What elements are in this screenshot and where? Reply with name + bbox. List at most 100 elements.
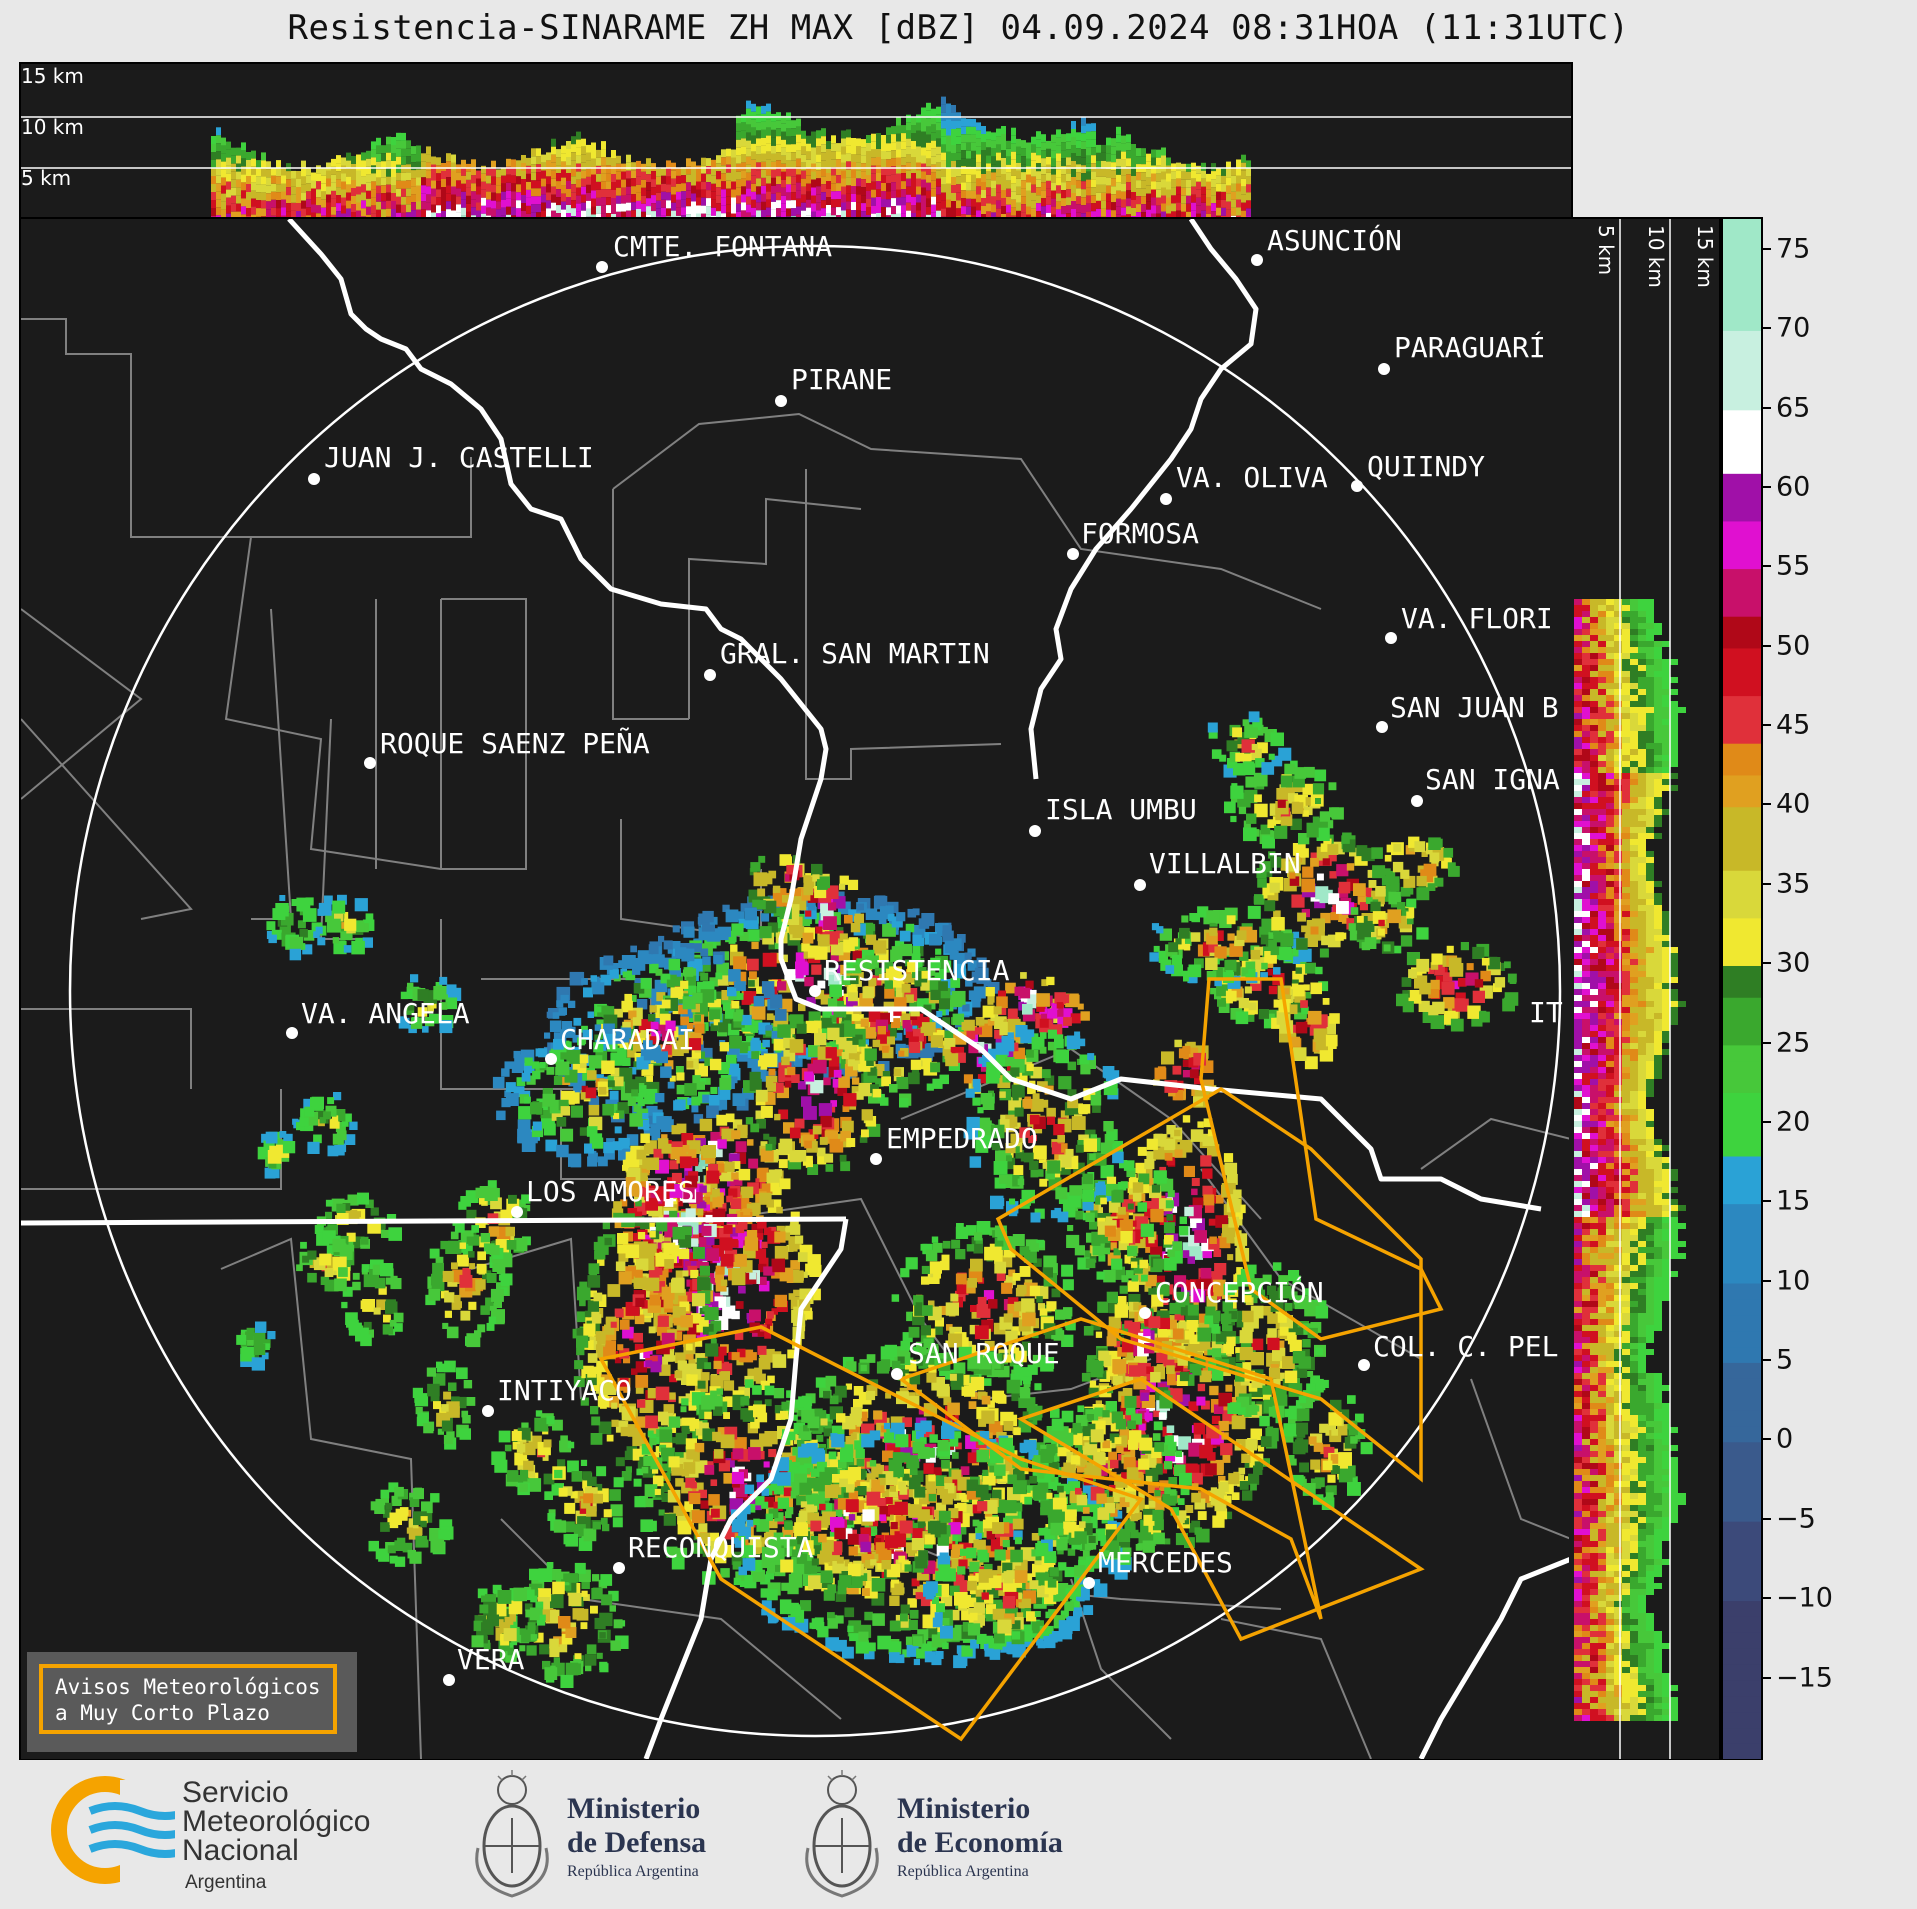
radar-echo-cell: [828, 974, 840, 987]
cross-section-cell: [266, 169, 271, 178]
cross-section-cell: [911, 213, 916, 218]
cross-section-cell: [1161, 195, 1166, 204]
radar-echo-cell: [1233, 1189, 1242, 1198]
radar-echo-cell: [769, 1143, 776, 1150]
radar-echo-cell: [1289, 876, 1300, 886]
radar-echo-cell: [850, 975, 859, 985]
cross-section-cell: [806, 183, 811, 192]
cross-section-cell: [586, 144, 591, 153]
radar-echo-cell: [551, 1109, 563, 1121]
radar-echo-cell: [702, 981, 715, 993]
cross-section-cell: [861, 211, 866, 218]
cross-section-cell: [226, 181, 231, 190]
cross-section-cell: [786, 144, 791, 153]
cross-section-cell: [906, 162, 911, 171]
cross-section-cell: [351, 204, 356, 212]
cross-section-cell: [1026, 206, 1031, 215]
cross-section-cell: [1071, 177, 1076, 185]
radar-echo-cell: [1014, 1301, 1024, 1312]
cross-section-cell: [746, 148, 751, 157]
cross-section-cell: [666, 176, 671, 185]
cross-section-cell: [401, 164, 406, 173]
top-cross-section-svg: 15 km 10 km 5 km: [21, 64, 1571, 218]
cross-section-cell: [1211, 195, 1216, 204]
radar-echo-cell: [1241, 739, 1255, 753]
radar-echo-cell: [1007, 1032, 1014, 1039]
radar-echo-cell: [1295, 967, 1302, 974]
cross-section-cell: [456, 180, 461, 189]
radar-echo-cell: [934, 972, 945, 983]
cross-section-cell: [886, 175, 891, 184]
cross-section-cell: [946, 215, 951, 218]
cross-section-cell: [666, 208, 671, 217]
cross-section-cell: [721, 157, 726, 166]
cross-section-cell: [451, 154, 456, 163]
radar-echo-cell: [1378, 919, 1385, 927]
top-cross-section-panel: 15 km 10 km 5 km: [19, 62, 1573, 220]
cross-section-cell: [766, 159, 771, 168]
radar-echo-cell: [984, 1340, 995, 1351]
radar-echo-cell: [1100, 1164, 1114, 1179]
radar-echo-cell: [632, 1042, 643, 1052]
cross-section-cell: [591, 198, 596, 207]
radar-echo-cell: [881, 1076, 891, 1087]
cross-section-cell: [261, 184, 266, 193]
radar-echo-cell: [702, 956, 711, 965]
cross-section-cell: [781, 171, 786, 180]
cross-section-cell: [296, 187, 301, 195]
cross-section-cell: [1101, 208, 1106, 217]
cross-section-cell: [796, 166, 801, 175]
radar-echo-cell: [930, 989, 941, 1000]
radar-echo-cell: [970, 1258, 983, 1272]
cross-section-cell: [346, 152, 351, 161]
cross-section-cell: [926, 214, 931, 218]
cross-section-cell: [371, 181, 376, 190]
cross-section-cell: [546, 168, 551, 177]
cross-section-cell: [796, 198, 801, 207]
cross-section-cell: [501, 167, 506, 176]
cross-section-cell: [576, 203, 581, 212]
cross-section-cell: [441, 195, 446, 203]
cross-section-cell: [426, 194, 431, 203]
cross-section-cell: [646, 182, 651, 191]
radar-echo-cell: [630, 945, 637, 953]
radar-echo-cell: [819, 1136, 828, 1145]
radar-echo-cell: [695, 1138, 706, 1149]
cross-section-cell: [1116, 206, 1121, 215]
cross-section-cell: [846, 201, 851, 210]
cross-section-cell: [946, 151, 951, 160]
cross-section-cell: [596, 165, 601, 174]
radar-echo-cell: [628, 1067, 637, 1075]
cross-section-cell: [881, 207, 886, 215]
cross-section-cell: [331, 206, 336, 215]
cross-section-cell: [1046, 164, 1051, 173]
radar-echo-cell: [649, 1036, 658, 1044]
radar-echo-cell: [684, 1083, 697, 1096]
radar-echo-cell: [598, 1086, 607, 1095]
cross-section-cell: [656, 192, 661, 201]
radar-echo-cell: [1062, 1279, 1074, 1291]
cross-section-cell: [751, 159, 756, 168]
radar-echo-cell: [592, 982, 605, 995]
radar-echo-cell: [549, 1020, 562, 1032]
cross-section-cell: [321, 183, 326, 192]
cross-section-cell: [646, 206, 651, 215]
cross-section-cell: [306, 199, 311, 208]
radar-echo-cell: [1158, 950, 1166, 959]
radar-echo-cell: [976, 1221, 991, 1235]
cross-section-cell: [706, 206, 711, 215]
radar-echo-cell: [1005, 1143, 1016, 1154]
radar-echo-cell: [1106, 1129, 1118, 1141]
cross-section-cell: [1006, 188, 1011, 197]
radar-echo-cell: [697, 916, 706, 925]
cross-section-cell: [231, 171, 236, 180]
cross-section-cell: [916, 154, 921, 163]
cross-section-cell: [826, 165, 831, 173]
cross-section-cell: [1106, 193, 1111, 202]
cross-section-cell: [961, 134, 966, 143]
cross-section-cell: [1171, 211, 1176, 218]
radar-echo-cell: [1066, 1035, 1081, 1049]
cross-section-cell: [211, 136, 216, 144]
cross-section-cell: [1121, 151, 1126, 160]
cross-section-cell: [891, 174, 896, 183]
